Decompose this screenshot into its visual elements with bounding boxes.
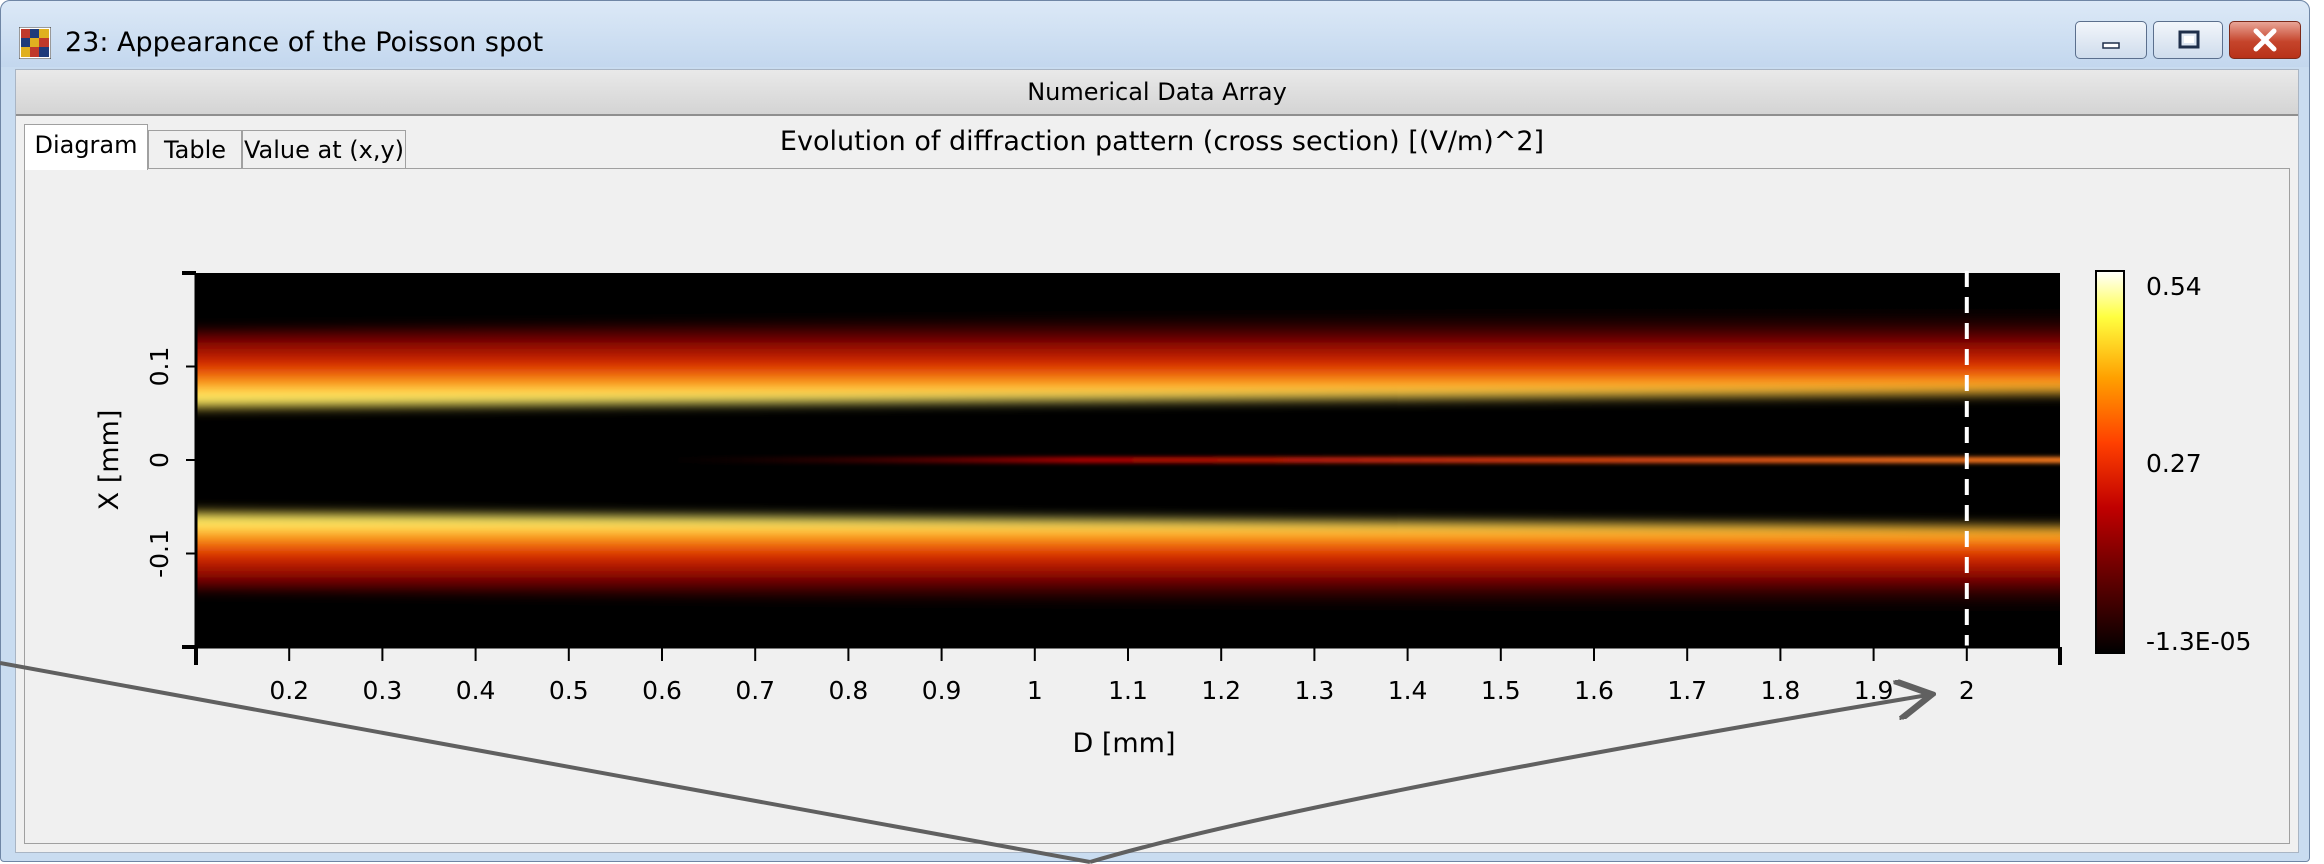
close-icon [2253,28,2277,52]
minimize-icon [2102,42,2120,49]
x-tick-label: 0.4 [456,676,496,705]
chart-title: Evolution of diffraction pattern (cross … [779,126,1545,157]
x-tick-label: 1.1 [1108,676,1148,705]
tab-table[interactable]: Table [148,130,242,168]
x-tick-label: 0.7 [735,676,775,705]
y-axis-ticks: 0.1 0 -0.1 [145,347,196,578]
title-bar[interactable]: 23: Appearance of the Poisson spot [1,1,2309,67]
restore-button[interactable] [2153,21,2223,59]
x-tick-label: 1.2 [1201,676,1241,705]
colorbar-min-label: -1.3E-05 [2146,627,2251,656]
close-button[interactable] [2229,21,2301,59]
tab-value-at-xy[interactable]: Value at (x,y) [242,130,406,168]
tab-diagram[interactable]: Diagram [24,124,148,170]
poisson-spot-line [662,457,2060,463]
x-tick-label: 1.6 [1574,676,1614,705]
x-tick-label: 1.4 [1388,676,1428,705]
x-tick-label: 1.7 [1667,676,1707,705]
heatmap-bands [196,305,2060,615]
annotation-arrow [0,661,1091,864]
x-tick-label: 0.3 [363,676,403,705]
x-tick-label: 0.5 [549,676,589,705]
x-tick-label: 0.6 [642,676,682,705]
restore-icon [2178,30,2200,49]
y-axis-label: X [mm] [94,410,125,511]
app-icon [19,27,51,59]
x-axis-ticks: 0.2 0.3 0.4 0.5 0.6 0.7 0.8 0.9 1 1.1 1.2 1.3 1.4 1.5… [269,647,1975,705]
panel-header: Numerical Data Array [16,70,2298,116]
minimize-button[interactable] [2075,21,2147,59]
y-tick-label: 0 [145,452,174,468]
window-title: 23: Appearance of the Poisson spot [65,27,544,58]
annotation-arrow-head [1089,695,1928,864]
x-tick-label: 1.5 [1481,676,1521,705]
x-tick-label: 1 [1027,676,1043,705]
heatmap-band-upper [196,305,2060,408]
x-tick-label: 1.8 [1761,676,1801,705]
x-tick-label: 0.2 [269,676,309,705]
colorbar [2095,270,2125,654]
y-tick-label: -0.1 [145,529,174,578]
heatmap-band-lower [196,512,2060,615]
x-tick-label: 0.8 [829,676,869,705]
x-axis-label: D [mm] [1072,728,1175,759]
y-tick-label: 0.1 [145,347,174,387]
colorbar-max-label: 0.54 [2146,272,2202,301]
x-tick-label: 2 [1959,676,1975,705]
x-tick-label: 1.3 [1295,676,1335,705]
colorbar-mid-label: 0.27 [2146,449,2202,478]
x-tick-label: 0.9 [922,676,962,705]
